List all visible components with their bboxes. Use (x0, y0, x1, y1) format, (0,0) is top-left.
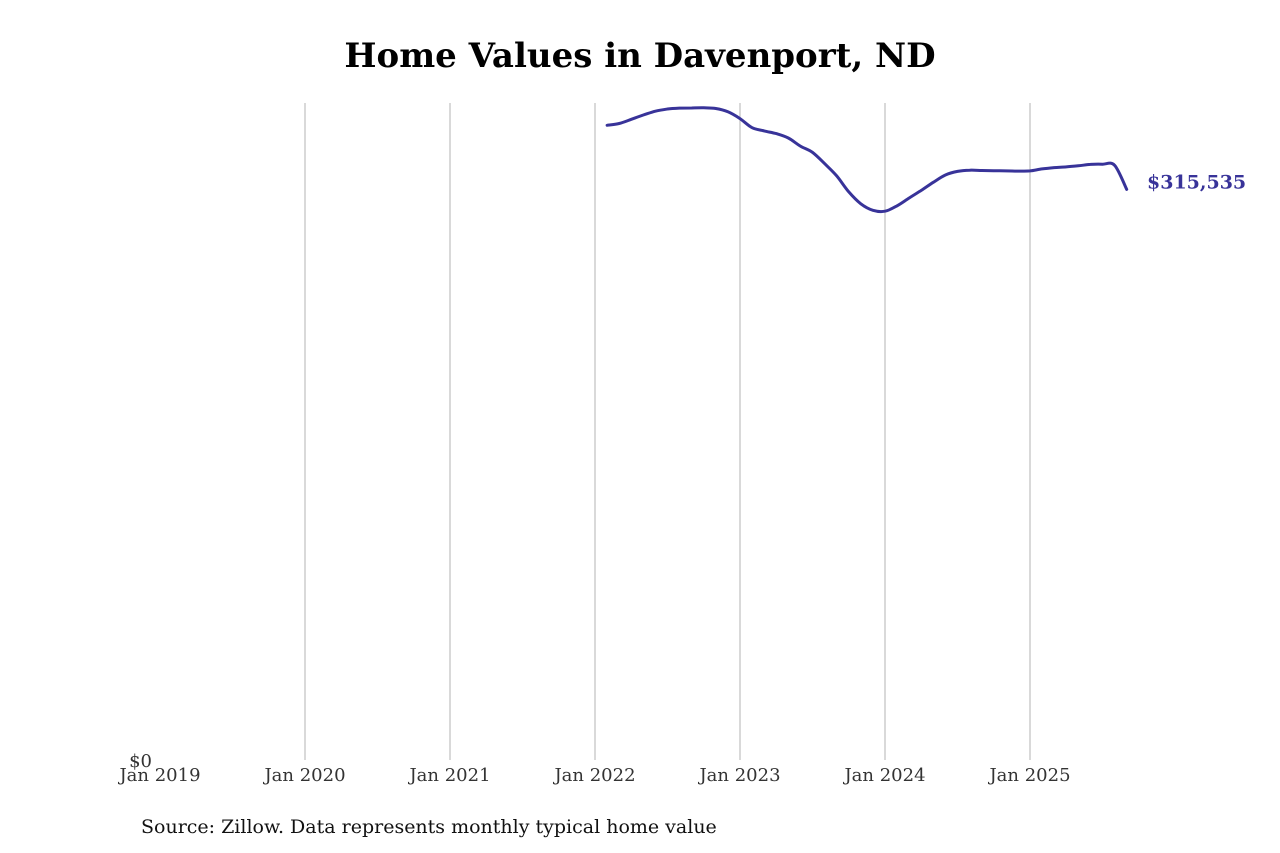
x-tick-label: Jan 2025 (987, 765, 1070, 786)
x-tick-label: Jan 2021 (407, 765, 490, 786)
x-tick-label: Jan 2024 (842, 765, 925, 786)
series-line-0 (605, 106, 1129, 214)
x-tick-label: Jan 2020 (262, 765, 345, 786)
x-tick-label: Jan 2022 (552, 765, 635, 786)
end-value-label: $315,535 (1147, 171, 1246, 193)
x-tick-label: Jan 2019 (117, 765, 200, 786)
x-tick-label: Jan 2023 (697, 765, 780, 786)
source-note: Source: Zillow. Data represents monthly … (141, 816, 717, 838)
y-tick-label: $0 (129, 751, 152, 772)
chart-title: Home Values in Davenport, ND (344, 36, 936, 76)
